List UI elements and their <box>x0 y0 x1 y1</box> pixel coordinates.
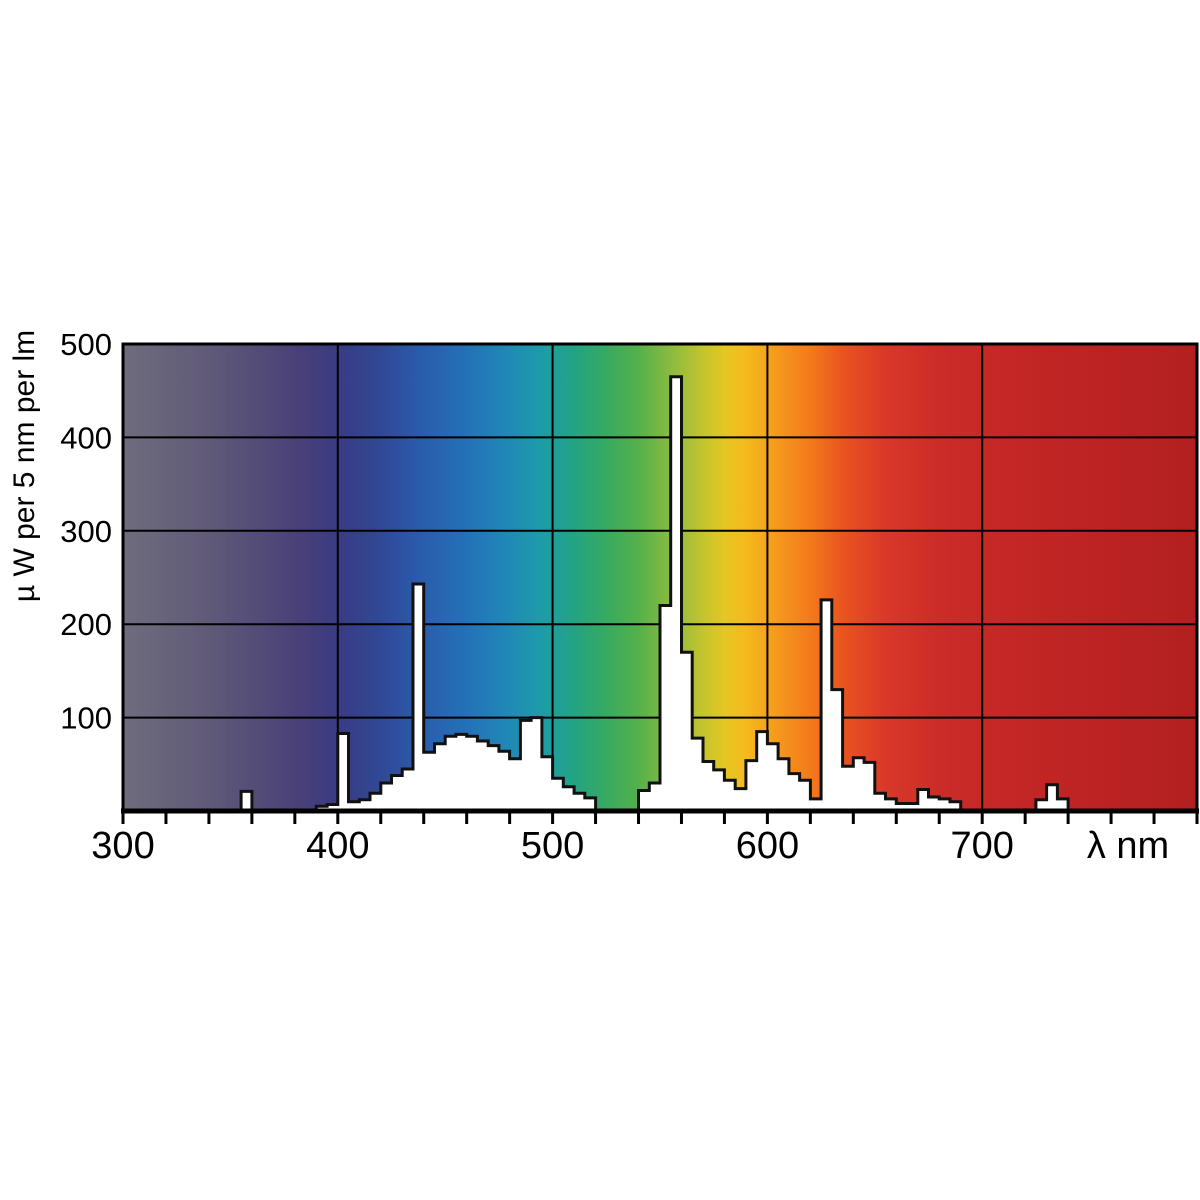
x-tick-label: 600 <box>736 825 799 867</box>
x-axis-unit-label: λ nm <box>1087 825 1169 867</box>
y-axis-title: µ W per 5 nm per lm <box>8 330 41 602</box>
y-tick-label: 300 <box>60 514 112 549</box>
y-tick-label: 400 <box>60 420 112 455</box>
x-tick-label: 300 <box>91 825 154 867</box>
spectrum-curve-layer <box>123 375 1197 813</box>
x-tick-label: 700 <box>950 825 1013 867</box>
y-tick-label: 100 <box>60 701 112 736</box>
plot-border <box>121 342 1199 813</box>
tick-label-layer: 300 400 500 600 700 100 200 300 400 500 <box>60 327 1014 867</box>
y-tick-label: 200 <box>60 607 112 642</box>
y-tick-label: 500 <box>60 327 112 362</box>
spectrum-curve <box>123 375 1197 813</box>
x-tick-label: 400 <box>306 825 369 867</box>
axes-layer <box>121 342 1199 824</box>
x-tick-label: 500 <box>521 825 584 867</box>
